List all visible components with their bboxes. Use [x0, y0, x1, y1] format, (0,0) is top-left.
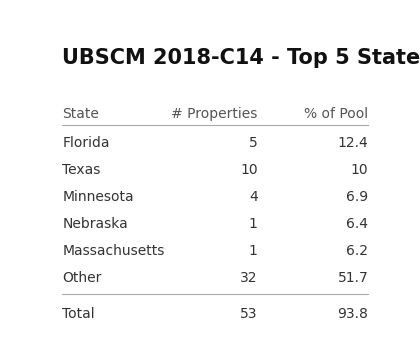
- Text: % of Pool: % of Pool: [304, 106, 368, 121]
- Text: 53: 53: [240, 307, 257, 321]
- Text: Florida: Florida: [62, 136, 110, 150]
- Text: 10: 10: [351, 163, 368, 178]
- Text: State: State: [62, 106, 99, 121]
- Text: Massachusetts: Massachusetts: [62, 244, 165, 258]
- Text: 6.2: 6.2: [346, 244, 368, 258]
- Text: Texas: Texas: [62, 163, 101, 178]
- Text: 4: 4: [249, 190, 257, 205]
- Text: 5: 5: [249, 136, 257, 150]
- Text: 93.8: 93.8: [337, 307, 368, 321]
- Text: UBSCM 2018-C14 - Top 5 States: UBSCM 2018-C14 - Top 5 States: [62, 48, 420, 68]
- Text: # Properties: # Properties: [171, 106, 257, 121]
- Text: Nebraska: Nebraska: [62, 217, 128, 232]
- Text: Other: Other: [62, 271, 102, 285]
- Text: 10: 10: [240, 163, 257, 178]
- Text: 12.4: 12.4: [338, 136, 368, 150]
- Text: 1: 1: [249, 244, 257, 258]
- Text: 6.9: 6.9: [346, 190, 368, 205]
- Text: Total: Total: [62, 307, 95, 321]
- Text: 32: 32: [240, 271, 257, 285]
- Text: 1: 1: [249, 217, 257, 232]
- Text: 6.4: 6.4: [346, 217, 368, 232]
- Text: 51.7: 51.7: [338, 271, 368, 285]
- Text: Minnesota: Minnesota: [62, 190, 134, 205]
